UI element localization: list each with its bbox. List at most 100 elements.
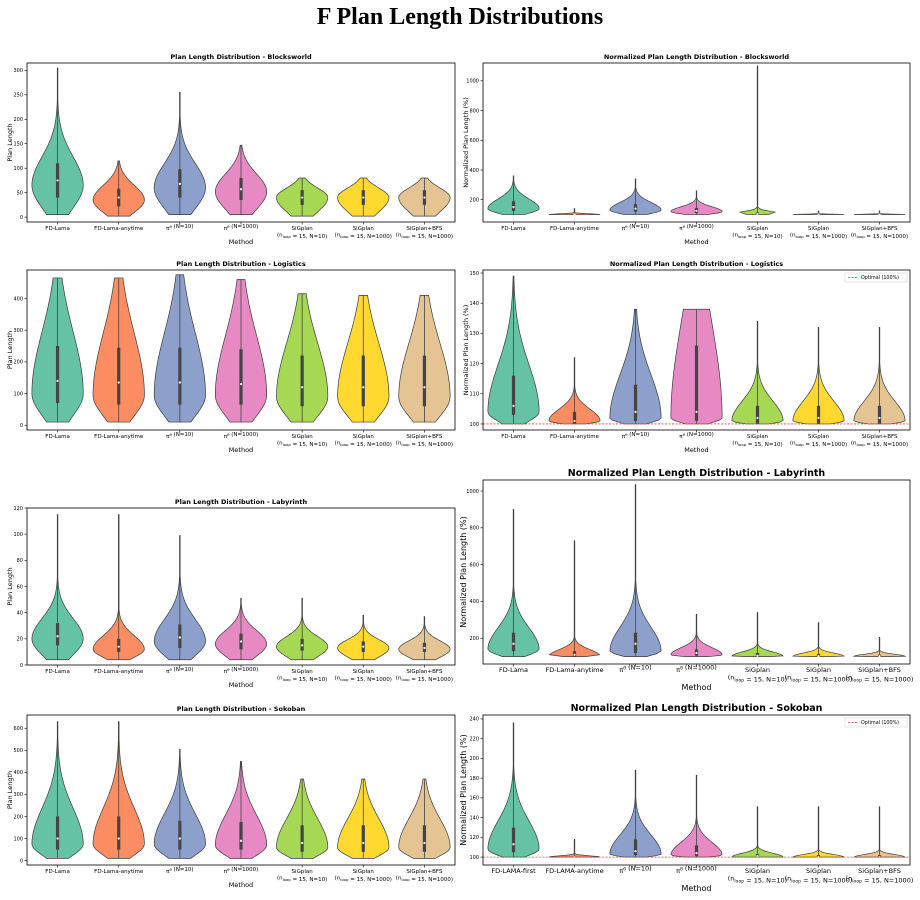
violin-median xyxy=(756,416,759,420)
y-tick-label: 200 xyxy=(469,198,479,204)
x-tick-label: (nloop = 15, N=10) xyxy=(728,674,787,684)
legend-box xyxy=(844,717,908,728)
violin-iqr-box xyxy=(422,825,427,852)
violin-median xyxy=(117,837,120,840)
chart-panel-2: Normalized Plan Length Distribution - Bl… xyxy=(462,53,911,246)
x-tick-label: SiGplan xyxy=(745,666,770,674)
violin-iqr-box xyxy=(300,355,304,407)
y-tick-label: 400 xyxy=(469,599,479,605)
violin-median xyxy=(695,209,698,212)
violin-median xyxy=(362,645,365,648)
x-tick-label: FD-Lama xyxy=(501,226,526,232)
violin-median xyxy=(301,841,304,845)
y-tick-label: 100 xyxy=(469,422,479,428)
violin-median xyxy=(56,379,59,382)
x-tick-label: πθ (N=1000) xyxy=(676,663,717,674)
x-tick-label: FD-Lama-anytime xyxy=(94,869,144,875)
violin-median xyxy=(634,207,637,210)
x-tick-label: πθ (N=10) xyxy=(619,864,651,875)
x-tick-label: FD-Lama xyxy=(45,669,70,675)
y-tick-label: 240 xyxy=(469,717,479,723)
violin-median xyxy=(301,386,304,389)
violin-iqr-box xyxy=(755,405,760,424)
chart-panel-7: Plan Length Distribution - Sokoban 0 100 20… xyxy=(6,705,456,889)
x-tick-label: πθ (N=1000) xyxy=(679,432,713,440)
violin-iqr-box xyxy=(178,624,182,648)
x-tick-label: FD-Lama xyxy=(45,869,70,875)
violin-median xyxy=(117,196,120,199)
x-tick-label: FD-Lama-anytime xyxy=(550,434,600,440)
x-tick-label: SiGplan xyxy=(292,226,314,232)
chart-panel-3: Plan Length Distribution - Logistics 0 100… xyxy=(6,260,456,454)
violin-iqr-box xyxy=(239,349,243,405)
y-tick-label: 120 xyxy=(469,361,479,367)
violin-iqr-box xyxy=(55,816,60,850)
y-tick-label: 200 xyxy=(469,756,479,762)
x-tick-label: FD-Lama xyxy=(45,226,70,232)
x-tick-label: (nloop = 15, N=1000) xyxy=(790,233,847,241)
x-tick-label: FD-LAMA-anytime xyxy=(545,867,603,875)
x-tick-label: (nloop = 15, N=10) xyxy=(732,233,782,241)
y-tick-label: 300 xyxy=(13,328,23,334)
violin-median xyxy=(301,196,304,199)
y-tick-label: 200 xyxy=(13,117,23,123)
x-axis-label: Method xyxy=(229,238,253,246)
x-tick-label: πθ (N=10) xyxy=(619,663,651,674)
x-tick-label: SiGplan xyxy=(808,434,830,440)
x-tick-label: (nloop = 15, N=10) xyxy=(732,441,782,449)
violin-median xyxy=(817,856,820,859)
chart-panel-8: Normalized Plan Length Distribution - So… xyxy=(459,703,913,893)
x-tick-label: πθ (N=10) xyxy=(166,432,193,440)
chart-title: Normalized Plan Length Distribution - So… xyxy=(571,703,823,714)
violin-median xyxy=(634,410,637,413)
y-tick-label: 50 xyxy=(17,190,23,196)
y-tick-label: 150 xyxy=(469,271,479,277)
x-tick-label: πθ (N=10) xyxy=(166,224,193,232)
violin-iqr-box xyxy=(877,405,882,424)
x-tick-label: (nloop = 15, N=1000) xyxy=(335,233,392,241)
violin-median xyxy=(695,651,698,655)
x-tick-label: SiGplan+BFS xyxy=(861,434,898,440)
x-tick-label: (nloop = 15, N=10) xyxy=(277,676,327,684)
x-tick-label: SiGplan xyxy=(806,666,831,674)
x-tick-label: πθ (N=1000) xyxy=(224,867,258,875)
violin-iqr-box xyxy=(300,825,304,852)
x-tick-label: (nloop = 15, N=1000) xyxy=(851,441,908,449)
x-tick-label: SiGplan xyxy=(808,226,830,232)
chart-title: Plan Length Distribution - Sokoban xyxy=(177,705,306,713)
y-tick-label: 110 xyxy=(469,392,479,398)
y-tick-label: 1000 xyxy=(466,79,479,85)
x-tick-label: SiGplan xyxy=(353,869,375,875)
violin-iqr-box xyxy=(694,845,699,857)
x-tick-label: (nloop = 15, N=1000) xyxy=(335,676,392,684)
y-tick-label: 180 xyxy=(469,776,479,782)
x-tick-label: (nloop = 15, N=1000) xyxy=(846,674,914,684)
violin-median xyxy=(423,841,426,845)
y-tick-label: 100 xyxy=(13,166,23,172)
violin-median xyxy=(239,839,243,842)
y-tick-label: 200 xyxy=(13,360,23,366)
violin-median xyxy=(178,636,181,639)
violin-iqr-box xyxy=(694,345,699,421)
y-tick-label: 120 xyxy=(13,506,23,512)
chart-title: Normalized Plan Length Distribution - Bl… xyxy=(604,53,789,61)
y-axis-label: Plan Length xyxy=(6,331,14,369)
violin-median xyxy=(239,382,243,386)
y-tick-label: 140 xyxy=(469,815,479,821)
violin-iqr-box xyxy=(361,355,365,407)
x-tick-label: SiGplan xyxy=(292,434,314,440)
violin-median xyxy=(634,642,637,645)
y-tick-label: 300 xyxy=(13,792,23,798)
x-tick-label: (nloop = 15, N=1000) xyxy=(396,876,453,884)
y-tick-label: 0 xyxy=(20,858,23,864)
x-tick-label: (nloop = 15, N=1000) xyxy=(396,233,453,241)
x-tick-label: SiGplan+BFS xyxy=(406,226,443,232)
y-tick-label: 0 xyxy=(20,423,23,429)
violin-iqr-box xyxy=(816,405,821,424)
x-tick-label: SiGplan+BFS xyxy=(406,434,443,440)
x-tick-label: πθ (N=1000) xyxy=(224,432,258,440)
chart-panel-6: Normalized Plan Length Distribution - La… xyxy=(459,468,913,692)
y-axis-label: Plan Length xyxy=(6,771,14,809)
chart-panel-5: Plan Length Distribution - Labyrinth 0 20 4… xyxy=(6,498,456,689)
